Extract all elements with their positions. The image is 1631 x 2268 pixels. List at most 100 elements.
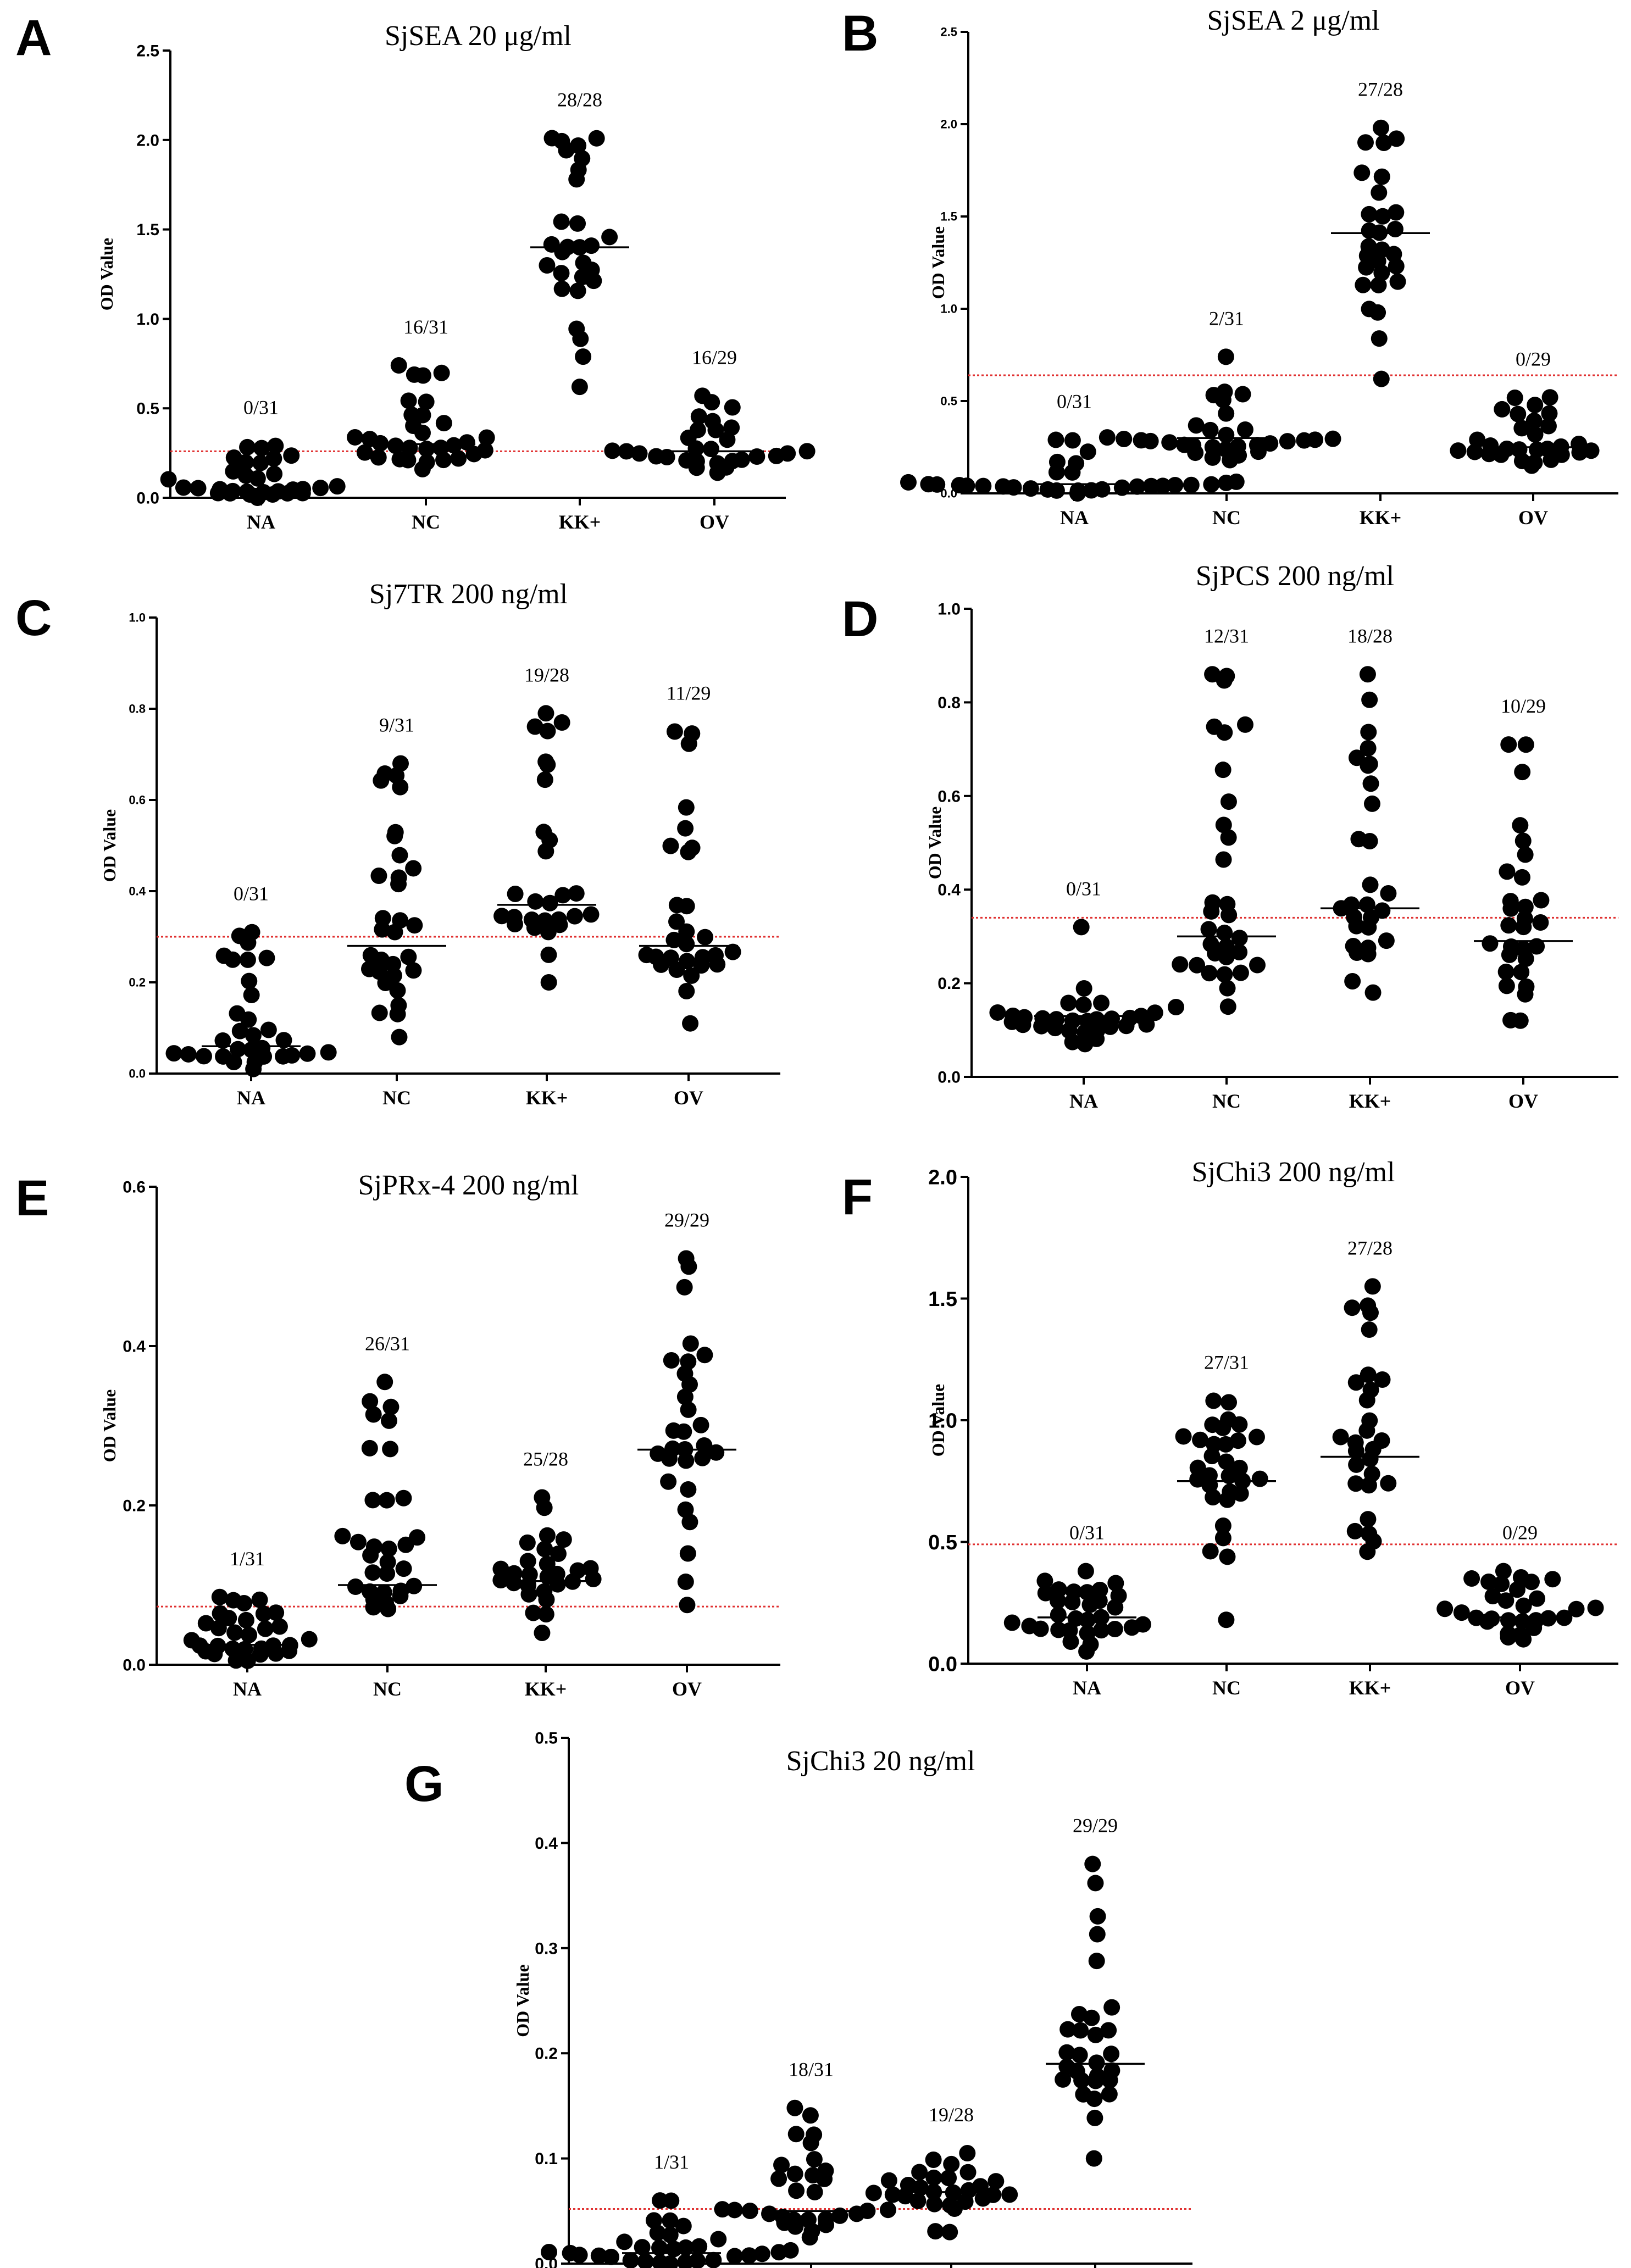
data-point xyxy=(350,1533,367,1550)
y-axis-label: OD Value xyxy=(99,1389,119,1462)
data-point xyxy=(817,2210,834,2227)
data-point xyxy=(941,2223,958,2241)
data-point xyxy=(387,437,404,454)
data-point xyxy=(401,440,418,457)
positive-count-label: 25/28 xyxy=(523,1448,568,1470)
data-point xyxy=(677,1501,694,1518)
data-point xyxy=(1228,473,1245,490)
data-point xyxy=(940,2170,957,2187)
data-point xyxy=(506,909,523,926)
data-point xyxy=(689,421,706,438)
positive-count-label: 29/29 xyxy=(664,1209,709,1231)
data-point xyxy=(1066,1583,1083,1600)
data-point xyxy=(1541,389,1558,406)
y-tick-label: 0.5 xyxy=(535,1730,558,1748)
data-point xyxy=(1493,1575,1510,1592)
data-point xyxy=(1361,1321,1378,1338)
data-point xyxy=(690,408,707,425)
data-point xyxy=(1192,1431,1209,1448)
data-point xyxy=(1048,453,1066,470)
data-point xyxy=(1587,1599,1604,1616)
panel-letter: B xyxy=(842,5,878,62)
data-point xyxy=(535,824,552,841)
data-point xyxy=(356,444,373,461)
data-point xyxy=(679,953,696,970)
data-point xyxy=(1219,896,1236,913)
positive-count-label: 9/31 xyxy=(379,714,414,736)
data-point xyxy=(493,908,511,925)
data-point xyxy=(649,2225,666,2242)
data-point xyxy=(1512,1569,1529,1586)
data-point xyxy=(943,2155,960,2172)
data-point xyxy=(748,448,765,465)
data-point xyxy=(539,1527,556,1544)
data-point xyxy=(1346,1522,1363,1539)
data-point xyxy=(409,1529,426,1546)
data-point xyxy=(726,2202,743,2219)
data-point xyxy=(1103,2045,1120,2063)
data-point xyxy=(1175,1428,1192,1445)
data-point xyxy=(1231,944,1248,961)
data-point xyxy=(395,1560,412,1577)
data-point xyxy=(252,454,269,471)
data-point xyxy=(537,705,554,722)
data-point xyxy=(1357,134,1374,151)
data-point xyxy=(1201,1467,1218,1484)
data-point xyxy=(951,477,968,494)
data-point xyxy=(694,387,711,404)
data-point xyxy=(650,1445,667,1462)
data-point xyxy=(1583,442,1600,459)
data-point xyxy=(1532,914,1549,931)
panel-E: E SjPRx-4 200 ng/ml 0.0 0.2 0.4 0.6 OD Value NA… xyxy=(15,1170,780,1700)
data-point xyxy=(183,1632,200,1649)
category-label: NA xyxy=(1073,1677,1101,1699)
data-point xyxy=(1360,940,1377,957)
data-point xyxy=(435,415,452,432)
data-point xyxy=(1204,438,1221,455)
data-point xyxy=(900,2176,917,2193)
data-point xyxy=(406,366,423,383)
y-tick-label: 1.0 xyxy=(928,1409,957,1432)
data-point xyxy=(666,723,683,740)
data-point xyxy=(1518,978,1535,995)
panel-B: B SjSEA 2 μg/ml0.00.51.01.52.02.5OD Value… xyxy=(842,5,1618,529)
data-point xyxy=(562,2244,579,2261)
category-label: NA xyxy=(1069,1090,1098,1112)
data-point xyxy=(1251,1470,1268,1487)
data-point xyxy=(583,237,600,254)
data-point xyxy=(959,2145,976,2162)
data-point xyxy=(1386,221,1403,238)
data-point xyxy=(1155,477,1172,494)
data-point xyxy=(831,2207,848,2224)
data-point xyxy=(1343,896,1360,913)
data-point xyxy=(553,213,570,230)
data-point xyxy=(708,1444,725,1461)
y-tick-label: 0.2 xyxy=(129,976,146,990)
data-point xyxy=(786,2099,803,2116)
data-point xyxy=(418,441,435,458)
data-point xyxy=(1202,421,1219,438)
data-point xyxy=(1453,1604,1470,1621)
data-point xyxy=(637,2253,654,2268)
data-point xyxy=(543,130,561,147)
category-label: NC xyxy=(1212,507,1241,529)
y-tick-label: 1.0 xyxy=(940,302,957,316)
data-point xyxy=(786,2165,803,2182)
data-point xyxy=(209,1637,226,1654)
data-point xyxy=(704,413,721,430)
data-point xyxy=(1202,1543,1219,1560)
data-point xyxy=(1360,1511,1377,1528)
data-point xyxy=(1514,832,1532,849)
data-point xyxy=(284,1047,301,1064)
panel-G: G SjChi3 20 ng/ml0.00.10.20.30.40.5OD Val… xyxy=(404,1730,1192,2268)
data-point xyxy=(554,887,572,904)
data-point xyxy=(1088,2054,1105,2071)
data-point xyxy=(1202,936,1219,953)
data-point xyxy=(536,1583,553,1600)
data-point xyxy=(679,1597,696,1614)
data-point xyxy=(251,1591,268,1608)
data-point xyxy=(390,869,407,886)
data-point xyxy=(210,1620,227,1637)
data-point xyxy=(678,923,695,940)
panel-A: A SjSEA 20 μg/ml 0.0 0.5 1.0 1.5 2.0 2.5 OD Valu… xyxy=(15,10,816,533)
